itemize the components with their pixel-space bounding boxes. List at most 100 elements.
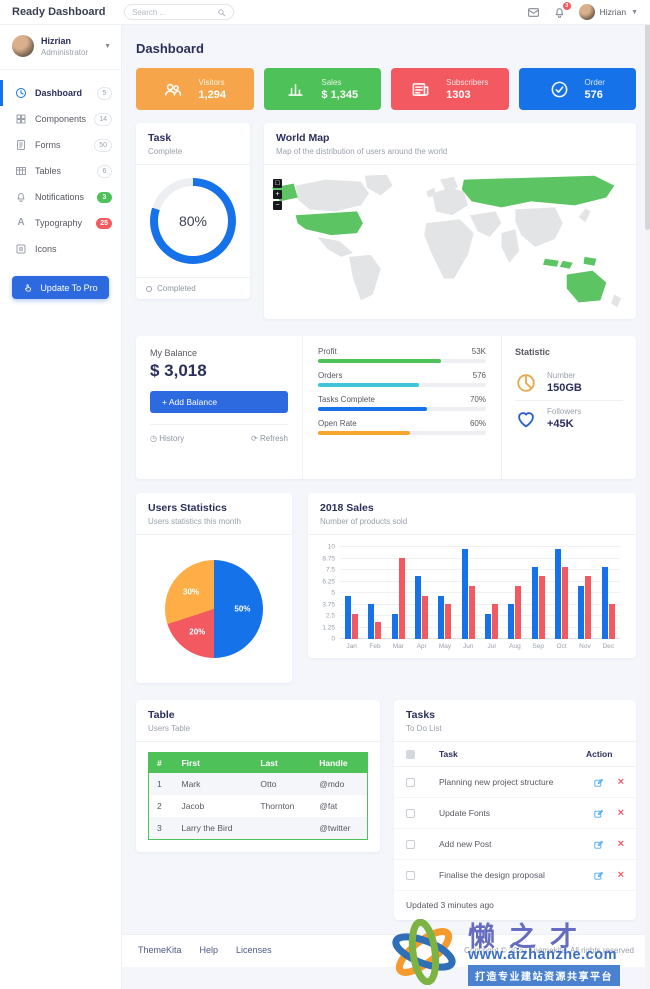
map-country <box>364 174 393 196</box>
add-balance-button[interactable]: + Add Balance <box>150 391 288 413</box>
sidebar-item-dashboard[interactable]: Dashboard 5 <box>0 80 121 106</box>
search-input[interactable] <box>132 7 217 17</box>
edit-icon[interactable] <box>593 870 604 881</box>
footer: ThemeKita Help Licenses Copyright © 2020 T… <box>122 934 650 967</box>
update-to-pro-button[interactable]: Update To Pro <box>12 276 109 299</box>
task-card: Task Complete 80% Completed <box>136 123 250 299</box>
bar <box>538 576 545 639</box>
bar-group-nov <box>578 547 592 639</box>
chevron-down-icon: ▼ <box>631 8 638 16</box>
stat-label: Visitors <box>198 77 225 87</box>
statistic-label: Followers <box>547 407 582 416</box>
x-axis-tick: Apr <box>416 643 427 650</box>
y-axis-tick: 8.75 <box>322 555 335 562</box>
edit-icon[interactable] <box>593 808 604 819</box>
sidebar-item-label: Icons <box>35 244 57 254</box>
scrollbar-thumb[interactable] <box>645 0 650 230</box>
table-header: First <box>173 752 253 773</box>
x-axis-tick: Jan <box>346 643 357 650</box>
stat-card-order[interactable]: Order 576 <box>518 68 636 110</box>
user-menu[interactable]: Hizrian ▼ <box>578 4 638 20</box>
gridline <box>340 603 620 605</box>
map-zoom-in-button[interactable]: + <box>273 190 282 199</box>
tasks-updated-label: Updated 3 minutes ago <box>406 900 494 910</box>
search-icon[interactable] <box>217 8 226 17</box>
world-map[interactable] <box>266 171 634 311</box>
statistic-item-followers: Followers +45K <box>515 400 623 436</box>
sidebar-item-components[interactable]: Components 14 <box>0 106 121 132</box>
refresh-link[interactable]: ⟳ Refresh <box>251 434 288 443</box>
progress-fill <box>318 383 419 387</box>
avatar <box>12 35 34 57</box>
task-checkbox[interactable] <box>406 808 415 818</box>
map-country <box>469 211 502 238</box>
sidebar-item-notifications[interactable]: Notifications 3 <box>0 184 121 210</box>
footer-link-help[interactable]: Help <box>199 945 219 955</box>
delete-icon[interactable]: × <box>617 838 624 850</box>
select-all-checkbox[interactable] <box>406 749 415 759</box>
delete-icon[interactable]: × <box>617 776 624 788</box>
table-cell: Jacob <box>181 801 205 811</box>
bar <box>555 548 562 639</box>
stat-value: 1,294 <box>198 88 227 101</box>
progress-label: Open Rate <box>318 419 357 428</box>
main-content: Dashboard Visitors 1,294 Sales $ 1,345 Subsc… <box>122 25 650 989</box>
sidebar-user[interactable]: Hizrian Administrator ▼ <box>0 25 121 70</box>
footer-link-themekita[interactable]: ThemeKita <box>138 945 182 955</box>
sidebar-user-role: Administrator <box>41 47 89 57</box>
bar <box>608 604 615 639</box>
bar-group-jun <box>461 547 475 639</box>
mail-icon[interactable] <box>527 6 540 19</box>
map-zoom-out-button[interactable]: − <box>273 201 282 210</box>
tasks-card-subtitle: To Do List <box>406 724 442 733</box>
bell-icon[interactable]: 3 <box>553 1 571 19</box>
bar-group-apr <box>415 547 429 639</box>
task-row: Finalise the design proposal × <box>394 859 636 891</box>
scrollbar[interactable] <box>645 0 650 989</box>
table-cell: 2 <box>157 801 162 811</box>
progress-value: 576 <box>472 371 486 380</box>
map-fullscreen-button[interactable]: □ <box>273 179 282 188</box>
map-country-highlighted <box>542 258 559 267</box>
task-checkbox[interactable] <box>406 777 415 787</box>
bar-group-feb <box>368 547 382 639</box>
balance-title: My Balance <box>150 348 198 358</box>
sidebar-item-typography[interactable]: A Typography 25 <box>0 210 121 236</box>
bar <box>422 595 429 639</box>
edit-icon[interactable] <box>593 839 604 850</box>
stat-card-visitors[interactable]: Visitors 1,294 <box>136 68 254 110</box>
clock-icon <box>15 87 27 99</box>
sidebar-item-tables[interactable]: Tables 6 <box>0 158 121 184</box>
task-checkbox[interactable] <box>406 870 415 880</box>
stat-card-subscribers[interactable]: Subscribers 1303 <box>391 68 509 110</box>
stat-card-sales[interactable]: Sales $ 1,345 <box>263 68 381 110</box>
x-axis-tick: Oct <box>556 643 567 650</box>
gridline <box>340 557 620 559</box>
history-link[interactable]: ◷ History <box>150 434 185 443</box>
sidebar-item-label: Typography <box>35 218 83 228</box>
edit-icon[interactable] <box>593 777 604 788</box>
footer-link-licenses[interactable]: Licenses <box>236 945 272 955</box>
task-text: Finalise the design proposal <box>427 859 574 891</box>
delete-icon[interactable]: × <box>617 807 624 819</box>
search-input-wrap[interactable] <box>124 4 234 20</box>
map-zoom-controls: □ + − <box>273 179 282 210</box>
sales-card: 2018 Sales Number of products sold 10 8.7… <box>308 493 636 658</box>
delete-icon[interactable]: × <box>617 869 624 881</box>
square-icon <box>15 243 27 255</box>
sales-x-axis: Jan Feb Mar Apr May Jun Jul Aug Sep Oct Nov Dec <box>340 643 620 650</box>
y-axis-tick: 10 <box>327 543 335 551</box>
bar <box>601 567 608 639</box>
pie-card-title: Users Statistics <box>148 502 227 514</box>
task-checkbox[interactable] <box>406 839 415 849</box>
table-card-title: Table <box>148 709 175 721</box>
action-column-header: Action <box>574 742 636 767</box>
y-axis-tick: 2.5 <box>325 612 335 620</box>
sidebar-item-icons[interactable]: Icons <box>0 236 121 262</box>
users-icon <box>163 80 182 99</box>
sidebar-item-label: Forms <box>35 140 61 150</box>
bar-group-sep <box>531 547 545 639</box>
sidebar-item-forms[interactable]: Forms 50 <box>0 132 121 158</box>
statistic-title: Statistic <box>515 347 551 357</box>
watermark-tagline: 打造专业建站资源共享平台 <box>468 965 620 986</box>
